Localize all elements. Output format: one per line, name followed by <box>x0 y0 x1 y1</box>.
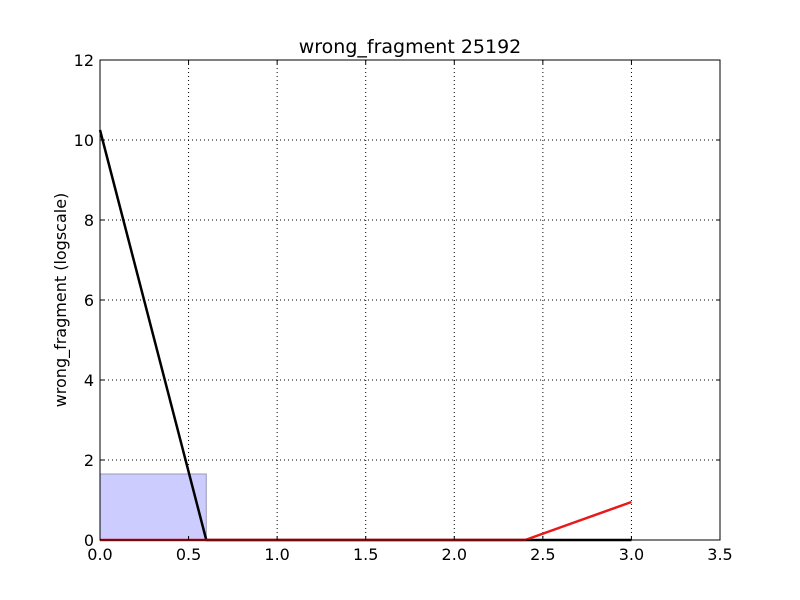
x-axis-ticks: 0.0 0.5 1.0 1.5 2.0 2.5 3.0 3.5 <box>87 60 733 564</box>
y-axis-ticks: 0 2 4 6 8 10 12 <box>74 51 720 550</box>
chart-title: wrong_fragment 25192 <box>299 36 522 58</box>
histogram-bar <box>99 473 207 541</box>
x-tick-label: 3.5 <box>707 545 732 564</box>
x-tick-label: 3.0 <box>619 545 644 564</box>
grid <box>100 60 720 540</box>
y-tick-label: 8 <box>84 211 94 230</box>
y-tick-label: 0 <box>84 531 94 550</box>
y-tick-label: 12 <box>74 51 94 70</box>
y-tick-label: 6 <box>84 291 94 310</box>
y-tick-label: 2 <box>84 451 94 470</box>
x-tick-label: 0.5 <box>176 545 201 564</box>
x-tick-label: 0.0 <box>87 545 112 564</box>
y-axis-label: wrong_fragment (logscale) <box>51 193 71 408</box>
y-tick-label: 10 <box>74 131 94 150</box>
bars <box>99 473 207 541</box>
x-tick-label: 1.0 <box>264 545 289 564</box>
x-tick-label: 2.0 <box>442 545 467 564</box>
y-tick-label: 4 <box>84 371 94 390</box>
x-tick-label: 2.5 <box>530 545 555 564</box>
x-tick-label: 1.5 <box>353 545 378 564</box>
